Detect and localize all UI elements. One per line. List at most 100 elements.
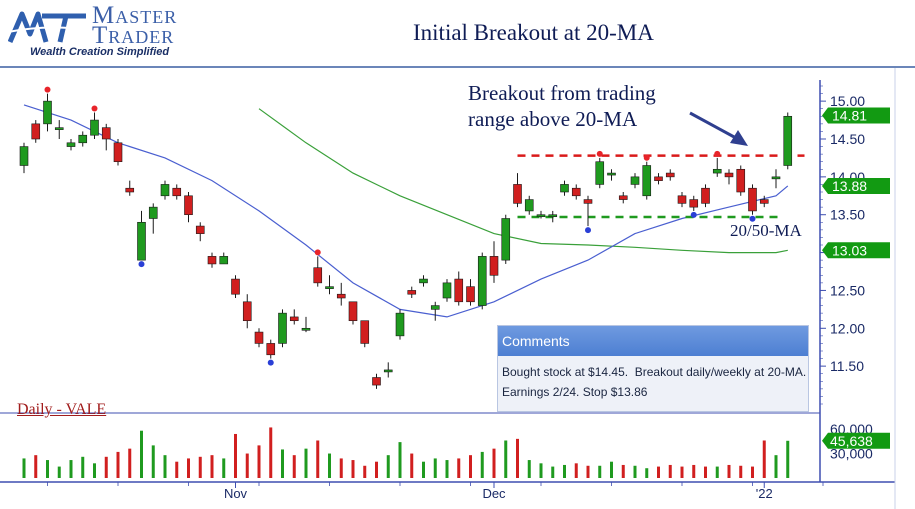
volume-bar bbox=[633, 465, 637, 478]
down-candle bbox=[101, 127, 111, 140]
swing-high-marker bbox=[643, 154, 650, 161]
volume-tag-bg bbox=[822, 432, 890, 449]
down-candle bbox=[759, 199, 769, 204]
volume-bar bbox=[668, 464, 672, 478]
last-price-tag-bg bbox=[822, 107, 890, 124]
volume-bar bbox=[751, 466, 754, 478]
down-candle bbox=[571, 187, 581, 197]
volume-bar bbox=[680, 466, 684, 478]
volume-bar bbox=[351, 460, 355, 478]
up-candle bbox=[548, 214, 558, 218]
volume-bar bbox=[398, 442, 402, 478]
volume-bar bbox=[410, 453, 414, 478]
swing-high-marker bbox=[44, 86, 51, 93]
annotation-arrow bbox=[689, 111, 737, 140]
header-divider bbox=[0, 66, 915, 68]
up-candle bbox=[536, 214, 546, 218]
up-candle bbox=[78, 134, 88, 144]
volume-bar bbox=[245, 453, 249, 478]
ma50-line bbox=[258, 108, 788, 254]
down-candle bbox=[372, 377, 381, 386]
up-candle bbox=[642, 165, 652, 197]
volume-bar bbox=[586, 465, 590, 478]
up-candle bbox=[771, 176, 781, 180]
volume-bar bbox=[22, 458, 26, 478]
volume-bar bbox=[727, 464, 731, 478]
down-candle bbox=[736, 168, 746, 193]
up-candle bbox=[383, 369, 393, 373]
volume-bar bbox=[34, 455, 38, 478]
volume-bar bbox=[46, 460, 49, 478]
up-candle bbox=[783, 115, 793, 166]
volume-bar bbox=[621, 464, 625, 478]
up-candle bbox=[301, 327, 311, 331]
swing-low-marker bbox=[585, 227, 591, 234]
up-candle bbox=[430, 305, 440, 310]
volume-bar bbox=[57, 466, 61, 478]
volume-bar bbox=[516, 438, 519, 478]
volume-bar bbox=[739, 465, 743, 478]
swing-low-marker bbox=[138, 261, 145, 268]
volume-bar bbox=[292, 455, 296, 478]
up-candle bbox=[712, 168, 722, 174]
volume-bar bbox=[104, 456, 108, 478]
down-candle bbox=[348, 301, 358, 322]
last-price-tag: 14.81 bbox=[832, 108, 867, 124]
down-candle bbox=[466, 286, 475, 303]
up-candle bbox=[442, 282, 452, 299]
volume-bar bbox=[175, 461, 179, 478]
volume-bar bbox=[304, 448, 308, 478]
down-candle bbox=[665, 172, 675, 178]
ma20-price-tag: 13.88 bbox=[832, 178, 867, 194]
volume-bar bbox=[328, 453, 331, 478]
swing-low-marker bbox=[690, 211, 697, 218]
x-tick-label: Dec bbox=[482, 486, 506, 501]
volume-bar bbox=[422, 461, 425, 478]
breakout-annotation: Breakout from trading range above 20-MA bbox=[468, 81, 656, 131]
volume-bar bbox=[339, 458, 343, 478]
down-candle bbox=[689, 199, 699, 208]
volume-bar bbox=[386, 455, 390, 478]
down-candle bbox=[454, 278, 464, 303]
volume-bar bbox=[480, 451, 484, 478]
volume-bar bbox=[363, 465, 367, 478]
down-candle bbox=[195, 225, 205, 234]
volume-bar bbox=[786, 440, 790, 478]
logo-mark-icon bbox=[8, 11, 86, 43]
volume-bar bbox=[222, 458, 226, 478]
y-tick-label: 15.00 bbox=[830, 93, 865, 109]
down-candle bbox=[172, 187, 182, 197]
volume-bar bbox=[469, 455, 472, 478]
down-candle bbox=[31, 123, 41, 140]
volume-bar bbox=[704, 466, 707, 478]
volume-bar bbox=[128, 448, 132, 478]
down-candle bbox=[701, 187, 710, 204]
symbol-label: Daily - VALE bbox=[17, 401, 107, 418]
volume-bar bbox=[69, 460, 73, 478]
down-candle bbox=[336, 293, 346, 299]
up-candle bbox=[160, 184, 170, 197]
volume-bar bbox=[151, 445, 155, 478]
brand-tagline: Wealth Creation Simplified bbox=[30, 46, 170, 58]
volume-bar bbox=[269, 427, 273, 478]
ma-label: 20/50-MA bbox=[730, 221, 802, 240]
up-candle bbox=[19, 146, 29, 166]
volume-bar bbox=[762, 440, 766, 478]
y-tick-label: 12.50 bbox=[830, 282, 865, 298]
volume-bar bbox=[81, 456, 85, 478]
down-candle bbox=[654, 176, 663, 181]
volume-tick-label: 30,000 bbox=[830, 446, 873, 462]
volume-bar bbox=[433, 458, 437, 478]
volume-bar bbox=[163, 455, 167, 478]
up-candle bbox=[419, 278, 428, 284]
volume-bar bbox=[692, 464, 696, 478]
down-candle bbox=[207, 256, 217, 265]
down-candle bbox=[489, 256, 499, 276]
volume-tag-current: 45,638 bbox=[830, 433, 873, 449]
volume-bar bbox=[563, 464, 566, 478]
volume-bar bbox=[504, 440, 508, 478]
volume-bar bbox=[774, 455, 778, 478]
volume-bar bbox=[657, 466, 660, 478]
volume-bar bbox=[539, 463, 543, 478]
